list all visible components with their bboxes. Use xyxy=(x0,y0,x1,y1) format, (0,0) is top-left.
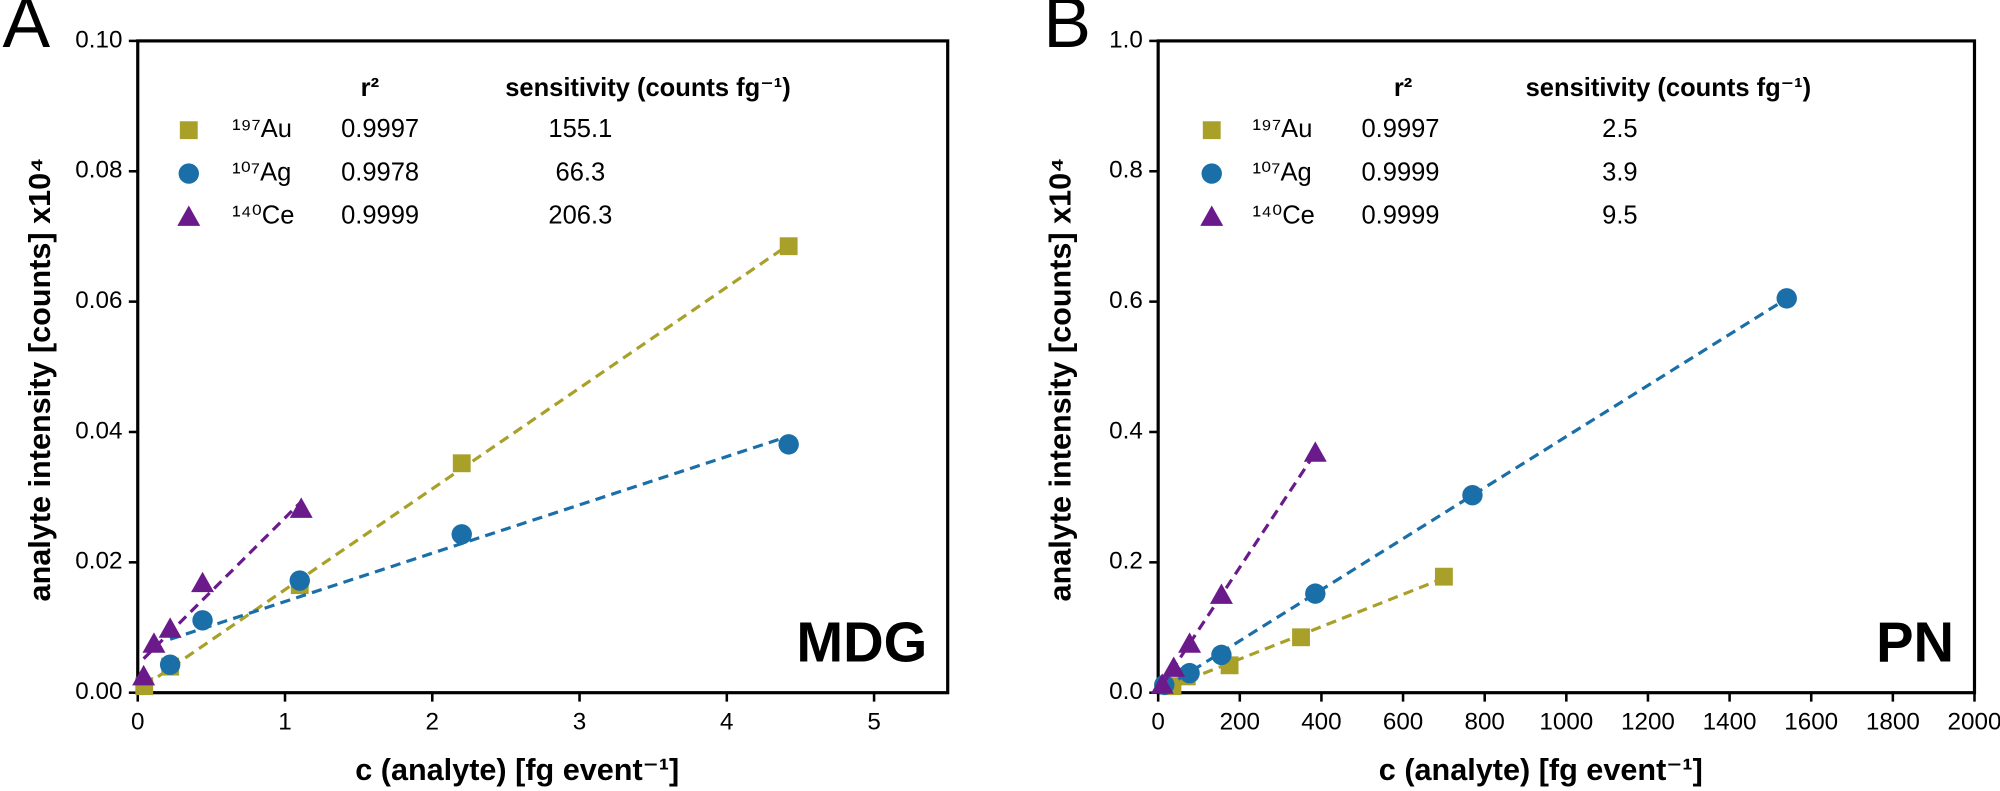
legend-r2: 0.9997 xyxy=(1362,115,1440,143)
legend-r2: 0.9978 xyxy=(341,158,419,186)
fit-line xyxy=(1160,451,1317,686)
x-tick-label: 0 xyxy=(1151,709,1164,736)
annotation: PN xyxy=(1876,611,1954,674)
x-tick-label: 2000 xyxy=(1948,709,2000,736)
y-tick-label: 0.4 xyxy=(1109,417,1143,444)
legend-header: r² xyxy=(1394,74,1412,102)
legend-name: ¹⁴⁰Ce xyxy=(1253,202,1315,230)
x-axis-label: c (analyte) [fg event⁻¹] xyxy=(1379,753,1703,787)
legend-marker xyxy=(1201,163,1222,184)
legend-r2: 0.9997 xyxy=(341,115,419,143)
x-tick-label: 400 xyxy=(1301,709,1341,736)
annotation: MDG xyxy=(796,611,927,674)
marker-circle xyxy=(1776,288,1797,309)
legend-marker xyxy=(178,163,199,184)
marker-triangle xyxy=(158,617,182,638)
marker-circle xyxy=(1305,583,1326,604)
x-tick-label: 3 xyxy=(573,709,586,736)
marker-triangle xyxy=(191,571,215,593)
x-tick-label: 1800 xyxy=(1866,709,1920,736)
marker-circle xyxy=(289,570,310,591)
y-tick-label: 0.2 xyxy=(1109,548,1143,575)
y-axis-label: analyte intensity [counts] x10⁴ xyxy=(23,158,57,602)
x-tick-label: 1400 xyxy=(1703,709,1757,736)
marker-triangle xyxy=(142,632,166,653)
legend-marker xyxy=(177,205,201,226)
x-tick-label: 1200 xyxy=(1621,709,1675,736)
marker-circle xyxy=(451,524,472,545)
x-tick-label: 800 xyxy=(1464,709,1504,736)
y-axis-label: analyte intensity [counts] x10⁴ xyxy=(1044,158,1078,602)
y-tick-label: 0.6 xyxy=(1109,287,1143,314)
legend-r2: 0.9999 xyxy=(1362,158,1440,186)
x-tick-label: 2 xyxy=(426,709,439,736)
legend-sensitivity: 66.3 xyxy=(556,158,606,186)
legend-header: sensitivity (counts fg⁻¹) xyxy=(1526,74,1811,102)
legend-marker xyxy=(1202,121,1221,140)
y-tick-label: 0.02 xyxy=(75,548,122,575)
legend-sensitivity: 206.3 xyxy=(548,202,612,230)
marker-triangle xyxy=(132,664,156,686)
legend-header: r² xyxy=(361,74,379,102)
legend-name: ¹⁹⁷Au xyxy=(232,115,292,143)
x-tick-label: 4 xyxy=(720,709,733,736)
legend-sensitivity: 3.9 xyxy=(1602,158,1637,186)
panel-label: A xyxy=(3,0,51,63)
marker-triangle xyxy=(289,497,313,518)
marker-square xyxy=(452,454,471,473)
plot-frame xyxy=(136,39,950,695)
marker-square xyxy=(779,237,798,256)
marker-circle xyxy=(778,434,799,455)
x-tick-label: 1600 xyxy=(1784,709,1838,736)
legend-marker xyxy=(1200,205,1224,226)
y-tick-label: 0.04 xyxy=(75,417,122,444)
legend-sensitivity: 9.5 xyxy=(1602,202,1637,230)
y-tick-label: 0.00 xyxy=(75,678,122,705)
marker-square xyxy=(1292,628,1310,647)
x-tick-label: 200 xyxy=(1220,709,1260,736)
panel-label: B xyxy=(1043,0,1091,63)
marker-triangle xyxy=(1303,441,1327,462)
x-tick-label: 0 xyxy=(131,709,144,736)
legend-name: ¹⁹⁷Au xyxy=(1253,115,1313,143)
x-tick-label: 1000 xyxy=(1539,709,1593,736)
y-tick-label: 0.08 xyxy=(75,157,122,184)
y-tick-label: 1.0 xyxy=(1109,26,1143,53)
marker-square xyxy=(1434,567,1453,586)
marker-circle xyxy=(1179,662,1200,684)
marker-triangle xyxy=(1162,656,1186,677)
x-tick-label: 1 xyxy=(278,709,291,736)
marker-triangle xyxy=(1209,583,1233,604)
legend-r2: 0.9999 xyxy=(1362,202,1440,230)
legend-header: sensitivity (counts fg⁻¹) xyxy=(505,74,790,102)
y-tick-label: 0.8 xyxy=(1109,157,1143,184)
x-axis-label: c (analyte) [fg event⁻¹] xyxy=(355,753,679,787)
x-tick-label: 600 xyxy=(1383,709,1423,736)
marker-circle xyxy=(159,654,181,675)
fit-line xyxy=(169,434,790,641)
marker-circle xyxy=(192,610,213,631)
marker-circle xyxy=(1211,644,1232,666)
legend-r2: 0.9999 xyxy=(341,202,419,230)
marker-triangle xyxy=(1150,673,1174,694)
marker-circle xyxy=(1462,484,1483,506)
y-tick-label: 0.10 xyxy=(75,26,122,53)
x-tick-label: 5 xyxy=(867,709,880,736)
legend-sensitivity: 2.5 xyxy=(1602,115,1637,143)
legend-name: ¹⁰⁷Ag xyxy=(1253,158,1312,186)
legend-marker xyxy=(179,121,198,140)
legend-name: ¹⁰⁷Ag xyxy=(232,158,291,186)
y-tick-label: 0.0 xyxy=(1109,678,1143,705)
y-tick-label: 0.06 xyxy=(75,287,122,314)
legend-name: ¹⁴⁰Ce xyxy=(232,202,294,230)
marker-triangle xyxy=(1178,632,1202,653)
legend-sensitivity: 155.1 xyxy=(548,115,612,143)
